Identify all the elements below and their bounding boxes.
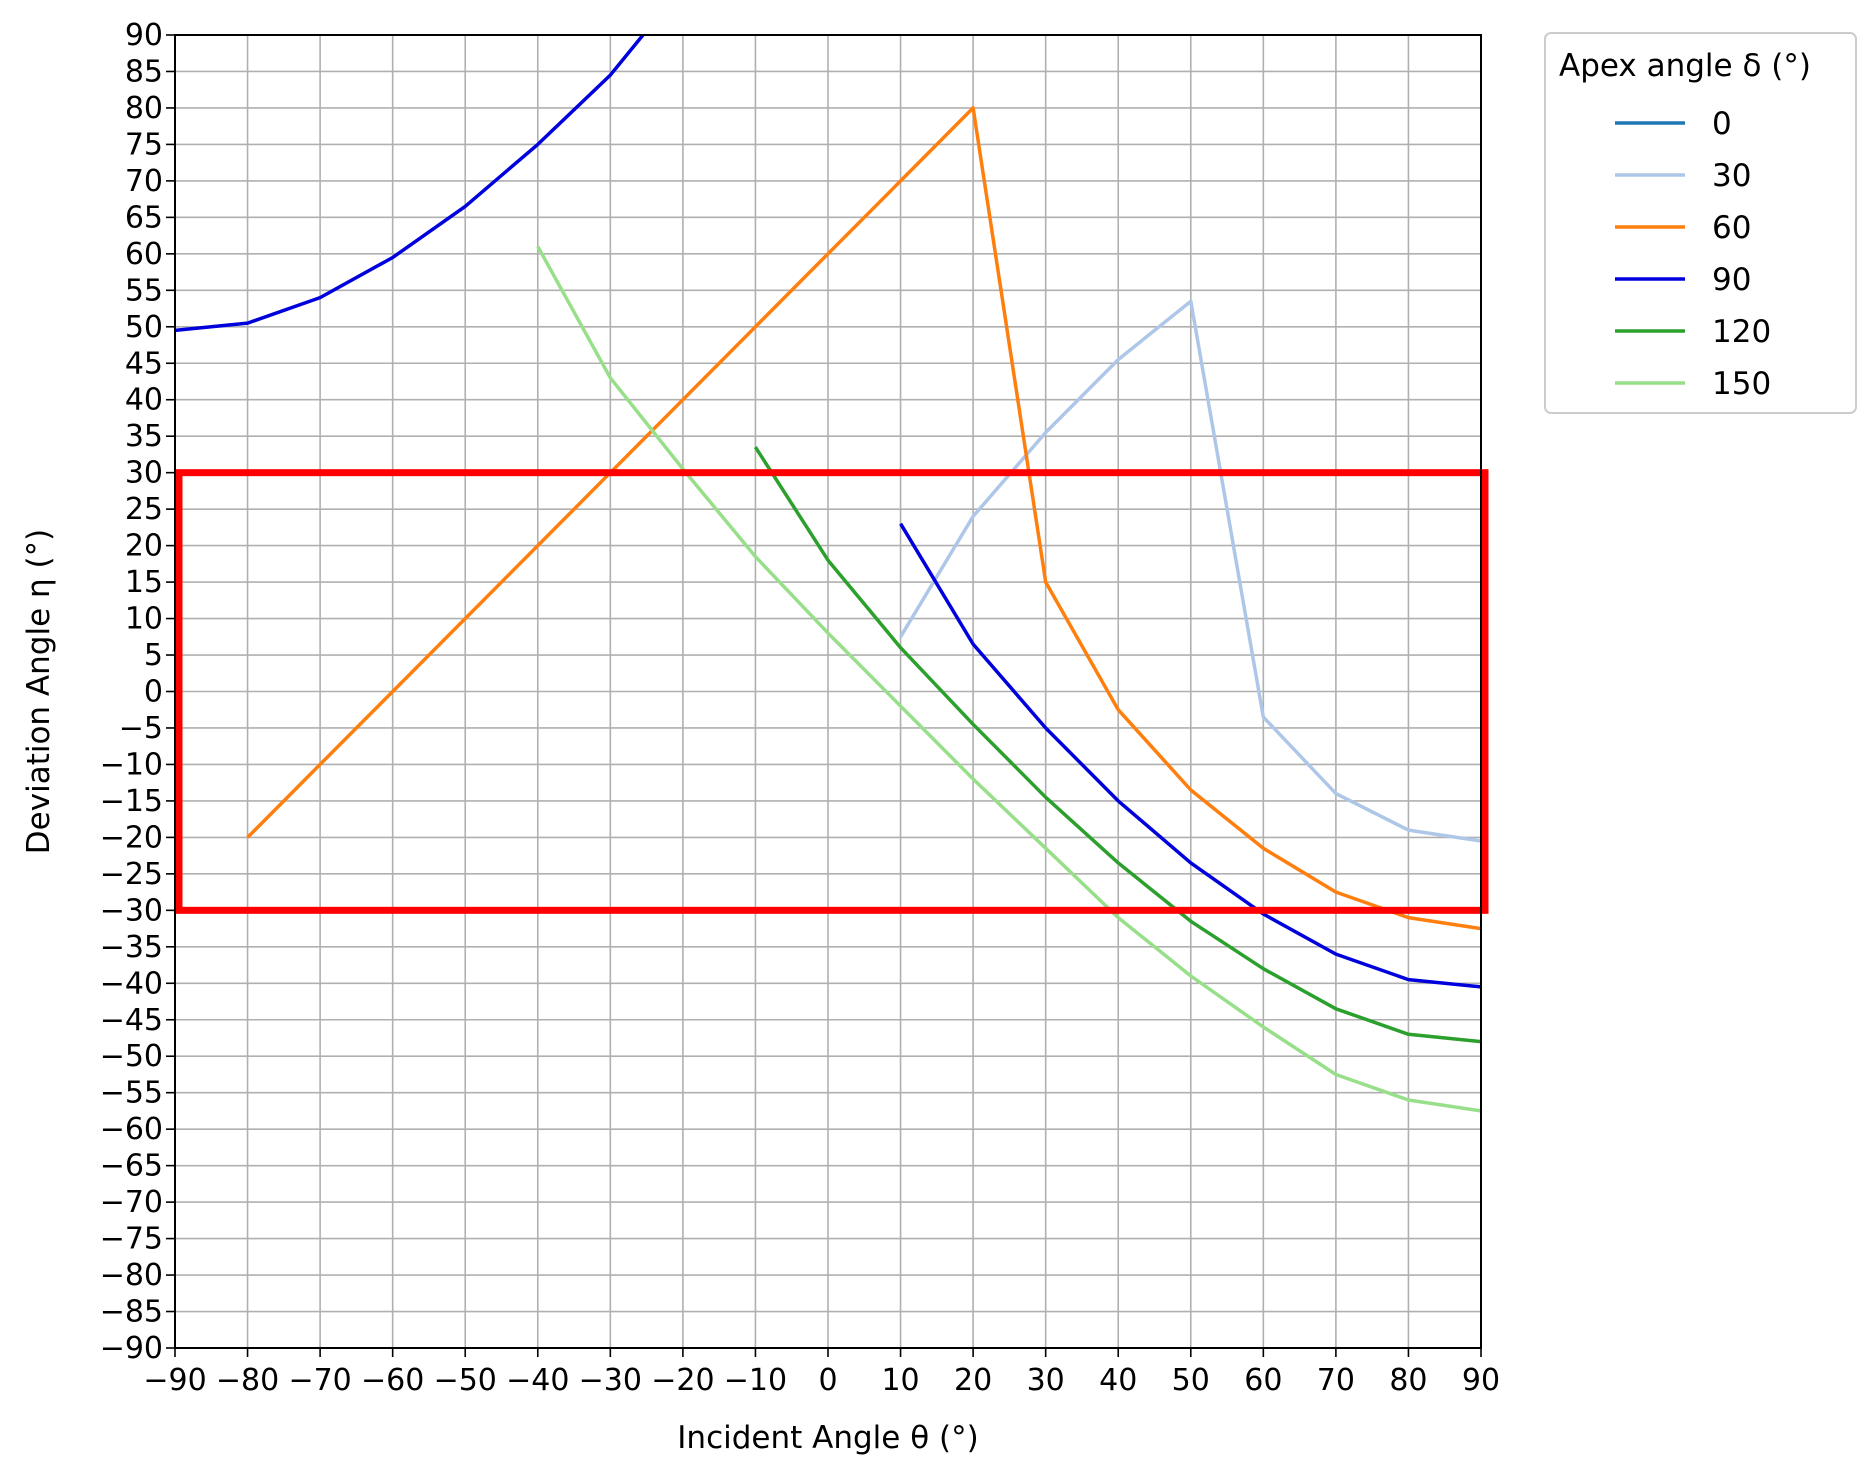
x-tick-label: 30 bbox=[1027, 1363, 1065, 1398]
y-tick-label: −30 bbox=[100, 893, 163, 928]
y-tick-label: 10 bbox=[125, 602, 163, 637]
legend-label-60: 60 bbox=[1712, 210, 1751, 246]
x-tick-label: 60 bbox=[1244, 1363, 1282, 1398]
y-tick-label: −20 bbox=[100, 820, 163, 855]
legend-title: Apex angle δ (°) bbox=[1559, 48, 1811, 84]
legend-label-120: 120 bbox=[1712, 314, 1771, 350]
x-tick-label: 90 bbox=[1462, 1363, 1500, 1398]
grid-layer bbox=[174, 34, 1482, 1349]
legend-label-150: 150 bbox=[1712, 366, 1771, 402]
y-tick-label: −15 bbox=[100, 784, 163, 819]
y-tick-label: 75 bbox=[125, 127, 163, 162]
y-tick-label: −75 bbox=[100, 1222, 163, 1257]
y-tick-label: −85 bbox=[100, 1295, 163, 1330]
y-tick-label: 65 bbox=[125, 200, 163, 235]
highlight-rectangle bbox=[175, 469, 1489, 914]
legend: Apex angle δ (°) 0 30 60 90 120 150 bbox=[1544, 32, 1857, 414]
x-tick-label: −40 bbox=[506, 1363, 569, 1398]
legend-label-30: 30 bbox=[1712, 158, 1751, 194]
y-tick-label: −70 bbox=[100, 1185, 163, 1220]
x-tick-label: −50 bbox=[434, 1363, 497, 1398]
series-line-90 bbox=[899, 522, 1481, 989]
x-tick-label: 20 bbox=[954, 1363, 992, 1398]
y-tick-label: −90 bbox=[100, 1331, 163, 1366]
y-tick-label: 0 bbox=[144, 675, 163, 710]
y-tick-label: −55 bbox=[100, 1076, 163, 1111]
legend-label-0: 0 bbox=[1712, 106, 1732, 142]
series-layer bbox=[175, 35, 1481, 1113]
y-tick-label: −80 bbox=[100, 1258, 163, 1293]
y-tick-label: −5 bbox=[119, 711, 163, 746]
y-tick-label: 60 bbox=[125, 237, 163, 272]
x-tick-label: 10 bbox=[881, 1363, 919, 1398]
x-tick-label: 70 bbox=[1317, 1363, 1355, 1398]
y-tick-label: 30 bbox=[125, 456, 163, 491]
y-tick-label: −50 bbox=[100, 1039, 163, 1074]
y-tick-label: 40 bbox=[125, 383, 163, 418]
y-tick-label: 5 bbox=[144, 638, 163, 673]
x-tick-label: −10 bbox=[724, 1363, 787, 1398]
x-tick-label: 80 bbox=[1389, 1363, 1427, 1398]
x-tick-label: 50 bbox=[1172, 1363, 1210, 1398]
series-line-90 bbox=[175, 35, 645, 333]
y-tick-label: 20 bbox=[125, 529, 163, 564]
annotation-layer bbox=[175, 469, 1489, 914]
y-tick-label: −65 bbox=[100, 1149, 163, 1184]
series-line-60 bbox=[246, 106, 1481, 931]
y-tick-label: 70 bbox=[125, 164, 163, 199]
tick-layer: −90 −80 −70 −60 −50 −40 −30 −20 −10 0 10 20 30 40 50 60… bbox=[100, 18, 1500, 1398]
legend-items: 0 30 60 90 120 150 bbox=[1615, 106, 1771, 402]
y-tick-label: 55 bbox=[125, 273, 163, 308]
y-tick-label: −10 bbox=[100, 747, 163, 782]
y-tick-label: 50 bbox=[125, 310, 163, 345]
x-tick-label: −60 bbox=[361, 1363, 424, 1398]
x-tick-label: 0 bbox=[818, 1363, 837, 1398]
y-tick-label: −40 bbox=[100, 966, 163, 1001]
y-tick-label: −25 bbox=[100, 857, 163, 892]
y-tick-label: 15 bbox=[125, 565, 163, 600]
y-tick-label: 80 bbox=[125, 91, 163, 126]
x-tick-label: −80 bbox=[216, 1363, 279, 1398]
x-axis-title: Incident Angle θ (°) bbox=[677, 1420, 978, 1456]
x-tick-label: −70 bbox=[288, 1363, 351, 1398]
y-tick-label: 45 bbox=[125, 346, 163, 381]
series-line-150 bbox=[536, 245, 1481, 1113]
y-tick-label: −45 bbox=[100, 1003, 163, 1038]
series-line-120 bbox=[753, 446, 1481, 1044]
x-tick-label: −20 bbox=[651, 1363, 714, 1398]
y-tick-label: 85 bbox=[125, 54, 163, 89]
legend-label-90: 90 bbox=[1712, 262, 1751, 298]
legend-box bbox=[1544, 32, 1857, 414]
y-tick-label: −35 bbox=[100, 930, 163, 965]
x-tick-label: 40 bbox=[1099, 1363, 1137, 1398]
y-tick-label: −60 bbox=[100, 1112, 163, 1147]
y-tick-label: 90 bbox=[125, 18, 163, 53]
y-tick-label: 35 bbox=[125, 419, 163, 454]
series-line-30 bbox=[899, 299, 1481, 843]
y-tick-label: 25 bbox=[125, 492, 163, 527]
x-tick-label: −90 bbox=[143, 1363, 206, 1398]
y-axis-title: Deviation Angle η (°) bbox=[21, 529, 57, 854]
x-tick-label: −30 bbox=[579, 1363, 642, 1398]
